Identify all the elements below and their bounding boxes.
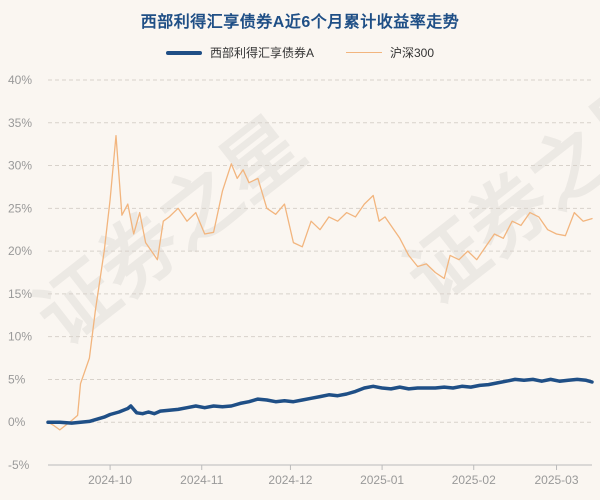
series-line-index xyxy=(47,134,593,431)
legend-label-index: 沪深300 xyxy=(389,46,435,60)
y-tick-label: 40% xyxy=(8,73,32,87)
legend-swatch-fund xyxy=(165,50,202,55)
chart-title: 西部利得汇享债券A近6个月累计收益率走势 xyxy=(140,14,460,31)
y-tick-label: -5% xyxy=(8,458,30,472)
legend-item-fund[interactable]: 西部利得汇享债券A xyxy=(165,44,314,61)
y-tick-label: 15% xyxy=(8,287,32,301)
y-tick-label: 20% xyxy=(8,244,32,258)
series-line-fund xyxy=(46,377,594,425)
x-tick-label: 2025-02 xyxy=(452,473,496,487)
chart-legend: 西部利得汇享债券A 沪深300 xyxy=(0,44,600,61)
x-tick-label: 2024-10 xyxy=(88,473,132,487)
legend-label-fund: 西部利得汇享债券A xyxy=(209,46,314,60)
y-tick-label: 25% xyxy=(8,201,32,215)
x-tick-label: 2025-01 xyxy=(360,473,404,487)
y-tick-label: 10% xyxy=(8,330,32,344)
y-tick-label: 0% xyxy=(8,415,26,429)
y-tick-label: 5% xyxy=(8,372,26,386)
y-tick-label: 30% xyxy=(8,159,32,173)
x-tick-label: 2025-03 xyxy=(534,473,578,487)
x-tick-label: 2024-11 xyxy=(180,473,223,487)
legend-swatch-index xyxy=(345,52,382,53)
legend-item-index[interactable]: 沪深300 xyxy=(345,44,435,61)
y-tick-label: 35% xyxy=(8,116,32,130)
x-tick-label: 2024-12 xyxy=(268,473,312,487)
